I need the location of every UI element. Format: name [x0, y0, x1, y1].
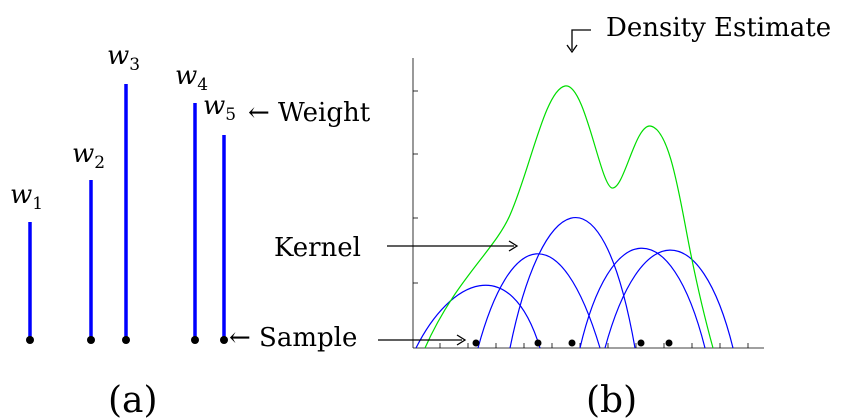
weight-label-4: w4 — [175, 61, 208, 95]
kernel-curve-3 — [509, 217, 636, 349]
sample-annotation: ← Sample — [229, 323, 357, 353]
weight-label-2: w2 — [72, 139, 105, 173]
y-ticks — [413, 90, 418, 284]
caption-a: (a) — [108, 380, 158, 419]
x-ticks — [439, 343, 749, 348]
sample-point-3 — [568, 339, 576, 347]
sample-point-2 — [534, 339, 542, 347]
panel-a: w1 w2 w3 w4 w5 ← Weight ← Sample (a) — [10, 41, 371, 419]
kernel-curve-5 — [604, 249, 734, 349]
kernel-arrowhead-icon — [508, 240, 519, 252]
kernel-curve-1 — [415, 284, 541, 349]
kernel-curves — [415, 217, 734, 349]
sample-point-5 — [665, 339, 673, 347]
weight-label-1: w1 — [10, 180, 43, 214]
density-label: Density Estimate — [606, 13, 831, 43]
density-arrow-icon — [571, 29, 591, 50]
weight-label-5: w5 — [203, 91, 236, 125]
density-curve — [424, 85, 714, 349]
panel-b: Density Estimate Kernel (b) — [274, 13, 831, 419]
sample-point-4 — [637, 339, 645, 347]
sample-arrowhead-icon — [456, 334, 467, 346]
kernel-label: Kernel — [274, 233, 361, 263]
weight-label-3: w3 — [107, 41, 140, 75]
kernel-curve-2 — [477, 253, 601, 349]
kernel-curve-4 — [579, 247, 706, 349]
sample-point-1 — [472, 339, 480, 347]
sample-dot-2 — [87, 336, 95, 344]
sample-dot-5 — [220, 336, 228, 344]
caption-b: (b) — [586, 380, 637, 419]
density-arrowhead-icon — [566, 44, 578, 54]
weight-annotation: ← Weight — [248, 98, 371, 128]
sample-dot-3 — [122, 336, 130, 344]
sample-dot-1 — [26, 336, 34, 344]
sample-dot-4 — [191, 336, 199, 344]
